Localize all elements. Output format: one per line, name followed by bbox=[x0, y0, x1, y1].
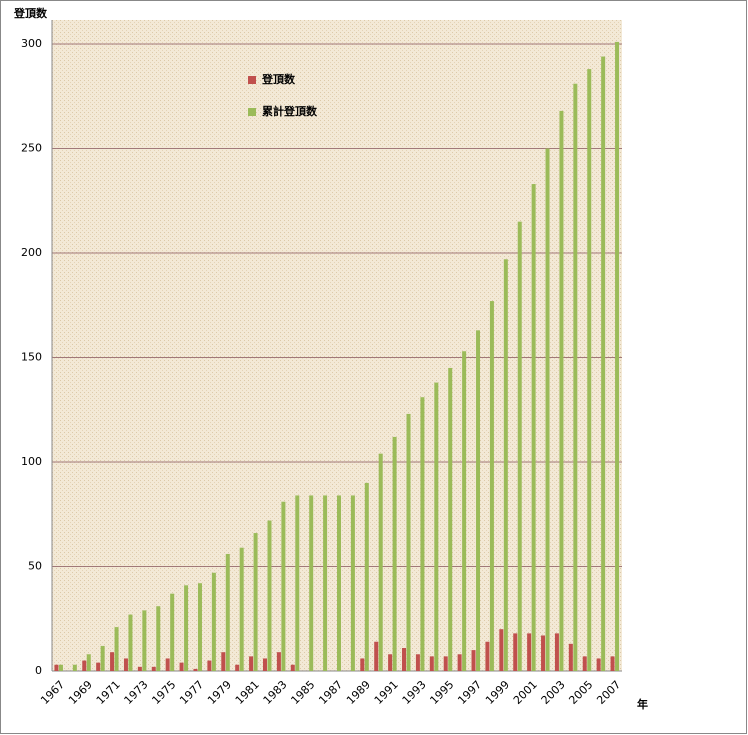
bar bbox=[137, 666, 142, 671]
bar bbox=[110, 652, 115, 671]
bar bbox=[554, 633, 559, 671]
bar bbox=[415, 654, 420, 671]
bar bbox=[225, 553, 230, 671]
bar bbox=[582, 656, 587, 671]
bar bbox=[165, 658, 170, 671]
bar bbox=[211, 572, 216, 671]
bar bbox=[197, 583, 202, 671]
bar bbox=[337, 495, 341, 671]
bar bbox=[281, 501, 286, 671]
legend-swatch bbox=[248, 108, 256, 116]
y-tick-label: 250 bbox=[21, 142, 42, 155]
bar bbox=[170, 593, 175, 671]
y-tick-label: 50 bbox=[28, 560, 42, 573]
bar bbox=[253, 533, 258, 671]
bar bbox=[402, 648, 407, 671]
bar bbox=[221, 652, 226, 671]
legend-swatch bbox=[248, 76, 256, 84]
bar bbox=[123, 658, 128, 671]
bar bbox=[360, 658, 365, 671]
bar bbox=[517, 221, 522, 671]
bar bbox=[323, 495, 328, 671]
bar bbox=[179, 662, 184, 671]
bar bbox=[184, 585, 189, 671]
bar bbox=[374, 641, 379, 671]
bar bbox=[392, 436, 397, 671]
bar bbox=[276, 652, 281, 671]
bar bbox=[601, 56, 606, 672]
bar bbox=[541, 635, 546, 671]
bar bbox=[545, 148, 550, 671]
bar bbox=[267, 520, 272, 671]
bar bbox=[235, 664, 240, 671]
bar bbox=[443, 656, 448, 671]
bar bbox=[96, 662, 101, 671]
bar bbox=[527, 633, 532, 671]
bar bbox=[82, 660, 87, 671]
bar bbox=[434, 382, 439, 671]
bar bbox=[471, 650, 476, 671]
bar bbox=[513, 633, 518, 671]
bar bbox=[193, 668, 198, 671]
bar bbox=[128, 614, 133, 671]
bar bbox=[448, 367, 453, 671]
bar bbox=[485, 641, 490, 671]
bar bbox=[587, 69, 592, 671]
bar bbox=[596, 658, 601, 671]
bar bbox=[531, 184, 536, 671]
bar bbox=[503, 259, 508, 671]
legend-label: 登頂数 bbox=[261, 72, 296, 86]
bar bbox=[86, 654, 91, 671]
bar bbox=[559, 110, 564, 671]
bar bbox=[295, 495, 300, 671]
bar bbox=[457, 654, 462, 671]
bar bbox=[406, 413, 411, 671]
bar bbox=[54, 664, 59, 671]
y-axis-label: 登頂数 bbox=[13, 6, 48, 20]
bar bbox=[309, 495, 314, 671]
y-tick-label: 150 bbox=[21, 351, 42, 364]
bar bbox=[462, 351, 467, 671]
bar bbox=[568, 643, 573, 671]
bar bbox=[429, 656, 434, 671]
bar bbox=[151, 666, 156, 671]
bar bbox=[615, 41, 620, 672]
bar bbox=[114, 627, 119, 671]
bar bbox=[239, 547, 244, 671]
bar bbox=[573, 83, 578, 671]
bar bbox=[249, 656, 254, 671]
bar bbox=[489, 301, 494, 671]
y-tick-label: 0 bbox=[35, 664, 42, 677]
legend-label: 累計登頂数 bbox=[262, 104, 318, 118]
bar bbox=[100, 645, 105, 671]
bar bbox=[262, 658, 267, 671]
x-axis-label: 年 bbox=[637, 697, 648, 711]
bar bbox=[350, 495, 355, 671]
y-tick-label: 100 bbox=[21, 455, 42, 468]
bar bbox=[156, 606, 161, 671]
bar bbox=[610, 656, 615, 671]
bar bbox=[499, 629, 504, 671]
bar bbox=[207, 660, 212, 671]
bar bbox=[72, 664, 77, 671]
bar bbox=[58, 664, 63, 671]
bar bbox=[290, 664, 295, 671]
bar bbox=[476, 330, 481, 671]
bar bbox=[388, 654, 393, 671]
bar bbox=[420, 397, 425, 671]
bar bbox=[142, 610, 147, 671]
bar bbox=[364, 482, 369, 671]
y-tick-label: 200 bbox=[21, 246, 42, 259]
y-tick-label: 300 bbox=[21, 37, 42, 50]
bar bbox=[378, 453, 383, 671]
